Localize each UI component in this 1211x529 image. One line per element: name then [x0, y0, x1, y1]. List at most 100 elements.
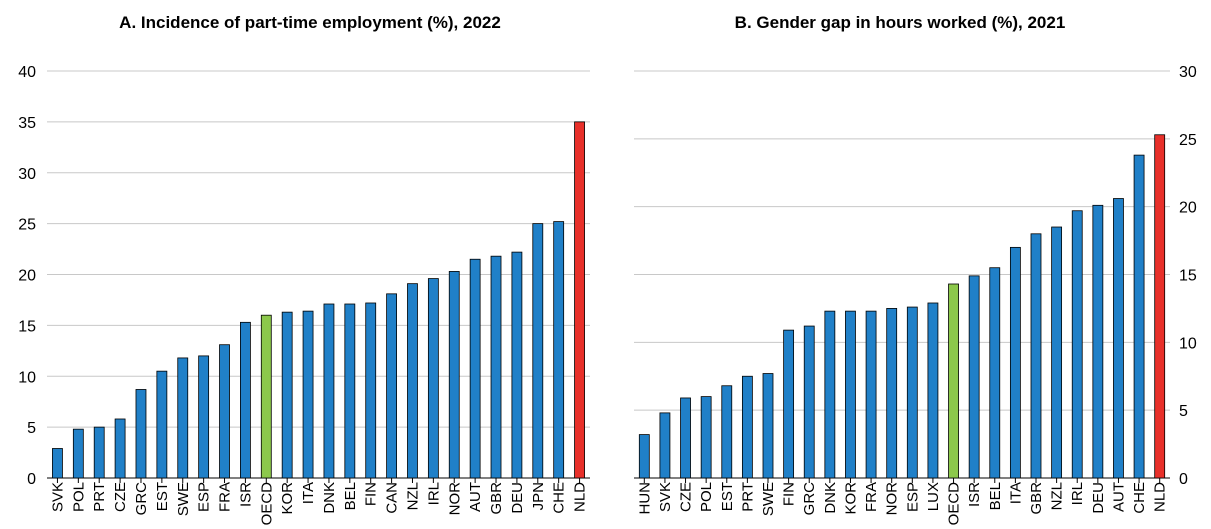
panel-b-bar-hun [638, 434, 650, 479]
panel-b-title: B. Gender gap in hours worked (%), 2021 [735, 13, 1066, 32]
panel-a-category-label: DEU [509, 482, 526, 514]
panel-a-category-label: SVK [49, 482, 66, 512]
panel-a-category-label: BEL [342, 482, 359, 510]
panel-b-bar-svk [659, 412, 671, 479]
panel-a-bar-nzl [407, 283, 418, 479]
panel-b-bar-pol [700, 396, 712, 479]
panel-a-category-label: CAN [384, 482, 401, 514]
panel-a-category-label: ITA [300, 482, 317, 504]
panel-a-bar-dnk [323, 303, 335, 479]
panel-a-y-tick-label: 20 [18, 268, 36, 285]
panel-b-category-label: DNK [822, 482, 839, 514]
panel-a-y-tick-label: 35 [18, 115, 36, 132]
panel-b-category-label: CHE [1131, 482, 1148, 514]
panel-b-y-tick-label: 20 [1179, 200, 1197, 217]
panel-a-bar-pol [72, 428, 84, 479]
panel-b-category-label: ISR [966, 482, 983, 507]
panel-a-y-tick-label: 5 [27, 420, 36, 437]
panel-b-category-label: HUN [636, 482, 653, 515]
panel-a-bar-est [156, 370, 168, 479]
panel-b-bar-nor [886, 308, 898, 479]
panel-b-bar-kor [845, 310, 856, 479]
panel-a-chart: 0 5 10 15 20 25 30 35 40 SVK POL PRT CZE GRC EST SWE ESP… [18, 64, 590, 525]
panel-b-category-label: BEL [987, 482, 1004, 510]
panel-b-y-tick-label: 10 [1179, 335, 1197, 352]
panel-a-category-label: CHE [551, 482, 568, 514]
panel-a-bar-nld [574, 121, 585, 479]
panel-b-y-tick-label: 30 [1179, 64, 1197, 81]
panel-a-category-label: DNK [321, 482, 338, 514]
panel-b-bar-isr [968, 275, 980, 479]
panel-b-bar-swe [762, 373, 774, 479]
panel-a-category-label: ISR [237, 482, 254, 507]
panel-a-bar-gbr [490, 255, 502, 479]
panel-a-category-label: PRT [91, 482, 108, 512]
panel-b-bar-nzl [1051, 226, 1063, 479]
panel-b-bar-lux [927, 302, 939, 479]
panel-a-bar-esp [198, 355, 210, 479]
panel-b-bar-fin [783, 329, 795, 479]
panel-b-bar-nld [1154, 134, 1166, 479]
panel-b-category-label: DEU [1090, 482, 1107, 514]
panel-b-category-label: GBR [1028, 482, 1045, 515]
panel-b-category-label: LUX [925, 482, 942, 511]
panel-a-bar-aut [469, 258, 481, 479]
panel-a-category-label: CZE [112, 482, 129, 512]
panel-a-bar-deu [511, 251, 523, 479]
panel-b-category-label: NZL [1049, 482, 1066, 510]
panel-a-y-tick-label: 30 [18, 166, 36, 183]
panel-b-category-label: AUT [1110, 482, 1127, 512]
panel-b-bar-grc [803, 325, 815, 479]
panel-b-bar-ita [1009, 246, 1021, 479]
panel-b-bar-deu [1092, 204, 1104, 479]
panel-a-y-tick-label: 15 [18, 318, 36, 335]
panel-b-category-label: ITA [1007, 482, 1024, 504]
panel-b-bar-dnk [824, 310, 836, 479]
panel-b-bar-gbr [1030, 233, 1042, 479]
panel-a-bar-grc [135, 389, 147, 479]
panel-b-category-label: SWE [760, 482, 777, 516]
panel-b-bar-aut [1113, 198, 1124, 479]
panel-a-category-label: POL [70, 482, 87, 512]
panel-a-category-label: SWE [175, 482, 192, 516]
panel-a-category-label: GBR [488, 482, 505, 515]
panel-b-y-tick-label: 0 [1179, 471, 1188, 488]
panel-b-bar-irl [1071, 210, 1083, 479]
panel-b-category-label: EST [719, 482, 736, 511]
panel-b-category-label: FIN [781, 482, 798, 506]
panel-b-bar-bel [989, 267, 1001, 479]
panel-b-category-label: PRT [739, 482, 756, 512]
panel-b-bar-prt [741, 375, 753, 479]
panel-a-y-tick-label: 25 [18, 217, 36, 234]
panel-a-bar-can [386, 293, 397, 479]
panel-b-bar-est [721, 385, 733, 479]
panel-a-bar-swe [177, 357, 189, 479]
panel-a-bar-fin [365, 302, 377, 479]
panel-a-category-label: IRL [425, 482, 442, 505]
panel-b-bar-che [1133, 154, 1145, 479]
panel-a-bar-kor [281, 311, 293, 479]
panel-b-category-label: CZE [678, 482, 695, 512]
panel-a-category-label: AUT [467, 482, 484, 512]
panel-b-category-label: SVK [657, 482, 674, 512]
panel-a-category-label: KOR [279, 482, 296, 515]
panel-a-category-label: FRA [217, 482, 234, 512]
panel-a-category-label: NLD [572, 482, 589, 512]
panel-b-bar-oecd [948, 283, 959, 479]
panel-a-bar-prt [93, 426, 105, 479]
panel-b-bar-cze [680, 397, 691, 479]
panel-a-category-label: NZL [404, 482, 421, 510]
panel-a-y-tick-label: 10 [18, 369, 36, 386]
panel-b-y-tick-label: 25 [1179, 132, 1197, 149]
panel-b-category-label: KOR [842, 482, 859, 515]
panel-a-bar-isr [240, 321, 251, 479]
panel-a-bar-jpn [532, 223, 544, 479]
panel-a-bar-fra [219, 344, 230, 479]
panel-b-category-label: FRA [863, 482, 880, 512]
panel-b-bar-fra [865, 310, 877, 479]
panel-a-y-tick-label: 0 [27, 471, 36, 488]
panel-a-title: A. Incidence of part-time employment (%)… [119, 13, 501, 32]
panel-a-bar-cze [114, 418, 126, 479]
